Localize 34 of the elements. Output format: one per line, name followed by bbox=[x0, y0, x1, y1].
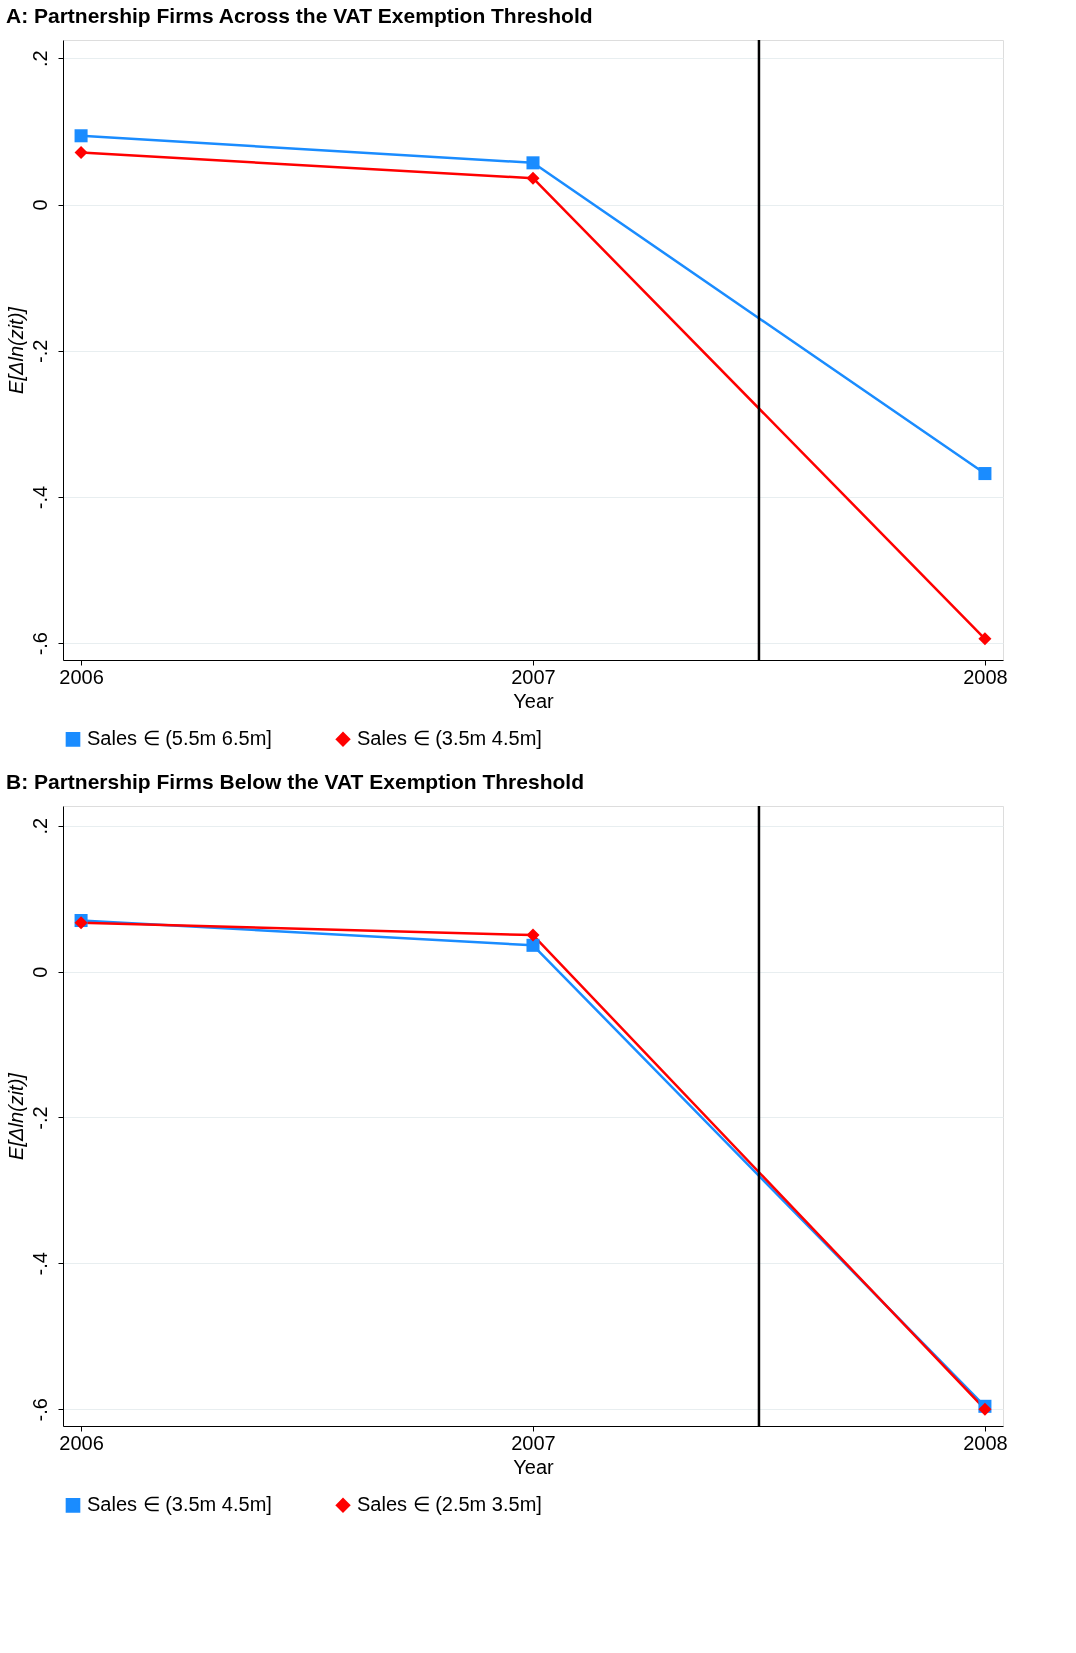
x-axis-title: Year bbox=[513, 1455, 555, 1478]
legend-label: Sales ∈ (5.5m 6.5m] bbox=[87, 727, 272, 750]
x-tick-label: 2006 bbox=[59, 1431, 104, 1454]
point bbox=[526, 171, 540, 185]
x-tick-label: 2008 bbox=[963, 665, 1008, 688]
point bbox=[74, 129, 88, 143]
legend-label: Sales ∈ (3.5m 4.5m] bbox=[357, 727, 542, 750]
y-tick-label: -.6 bbox=[28, 1398, 51, 1422]
x-tick-label: 2007 bbox=[511, 1431, 556, 1454]
y-tick-label: -.2 bbox=[28, 339, 51, 363]
y-tick-label: -.2 bbox=[28, 1106, 51, 1130]
chart-title: B: Partnership Firms Below the VAT Exemption Threshold bbox=[6, 769, 584, 793]
x-tick-label: 2006 bbox=[59, 665, 104, 688]
y-tick-label: .2 bbox=[28, 817, 51, 835]
y-tick-label: -.4 bbox=[28, 1252, 51, 1276]
legend-label: Sales ∈ (3.5m 4.5m] bbox=[87, 1493, 272, 1516]
y-tick-label: 0 bbox=[28, 199, 51, 211]
y-tick-label: .2 bbox=[28, 50, 51, 68]
point bbox=[74, 146, 88, 160]
legend-label: Sales ∈ (2.5m 3.5m] bbox=[357, 1493, 542, 1516]
y-tick-label: -.4 bbox=[28, 485, 51, 510]
point bbox=[978, 632, 992, 646]
x-tick-label: 2008 bbox=[963, 1431, 1008, 1454]
x-axis-title: Year bbox=[513, 689, 555, 712]
y-axis-title: E[Δln(zit)] bbox=[4, 306, 27, 394]
point bbox=[978, 467, 992, 481]
x-tick-label: 2007 bbox=[511, 665, 556, 688]
point bbox=[526, 938, 540, 952]
point bbox=[526, 928, 540, 942]
y-tick-label: -.6 bbox=[28, 632, 51, 656]
y-tick-label: 0 bbox=[28, 966, 51, 978]
y-axis-title: E[Δln(zit)] bbox=[4, 1072, 27, 1160]
point bbox=[526, 156, 540, 170]
chart-title: A: Partnership Firms Across the VAT Exemption Threshold bbox=[6, 3, 593, 27]
